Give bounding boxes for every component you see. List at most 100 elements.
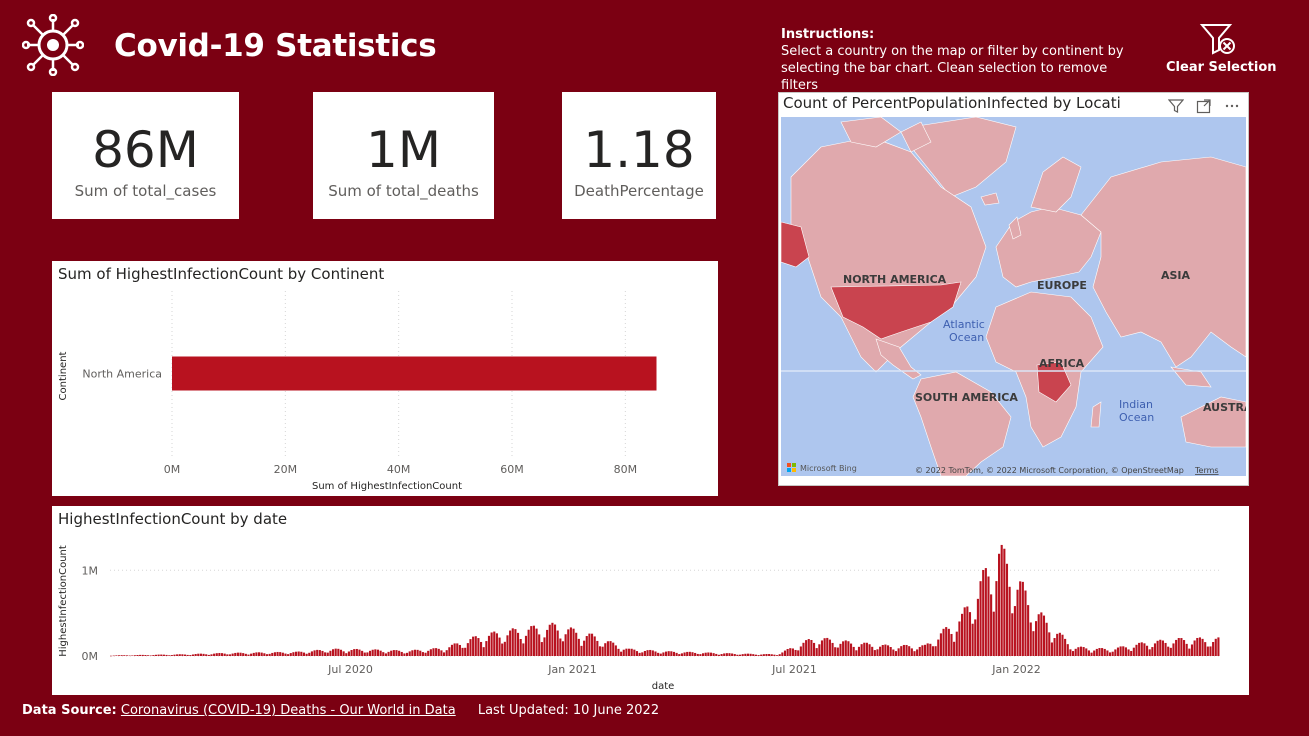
date-bar[interactable] — [160, 654, 163, 656]
date-bar[interactable] — [345, 653, 348, 656]
date-bar[interactable] — [799, 646, 802, 656]
date-bar[interactable] — [1204, 642, 1207, 656]
date-bar[interactable] — [487, 635, 491, 656]
date-bar[interactable] — [739, 654, 742, 656]
date-bar[interactable] — [501, 643, 504, 656]
date-bar[interactable] — [398, 650, 401, 656]
date-bar[interactable] — [546, 629, 549, 656]
date-bar[interactable] — [519, 639, 522, 656]
date-bar[interactable] — [117, 655, 121, 656]
date-bar[interactable] — [593, 636, 596, 656]
clear-selection-button[interactable]: Clear Selection — [1166, 22, 1277, 80]
date-bar[interactable] — [725, 653, 728, 656]
date-bar[interactable] — [1212, 642, 1215, 656]
date-bar[interactable] — [170, 655, 173, 656]
date-bar[interactable] — [924, 644, 927, 656]
date-bar[interactable] — [638, 652, 641, 656]
date-bar[interactable] — [966, 606, 969, 656]
date-bar[interactable] — [815, 648, 818, 656]
date-bar[interactable] — [1185, 643, 1188, 656]
date-bar[interactable] — [1045, 622, 1048, 656]
date-bar[interactable] — [1069, 649, 1072, 656]
date-bar[interactable] — [831, 642, 834, 656]
date-bar[interactable] — [350, 650, 353, 656]
date-bar[interactable] — [728, 653, 731, 656]
date-bar[interactable] — [884, 644, 887, 656]
date-bar[interactable] — [403, 653, 406, 656]
date-bar[interactable] — [429, 649, 432, 656]
date-bar[interactable] — [186, 654, 189, 656]
date-bar[interactable] — [754, 654, 757, 656]
date-bar[interactable] — [741, 654, 744, 656]
date-bar[interactable] — [276, 651, 279, 656]
date-bar[interactable] — [628, 648, 631, 656]
date-bar[interactable] — [165, 654, 168, 656]
date-bar[interactable] — [805, 640, 808, 656]
date-bar[interactable] — [736, 654, 739, 656]
date-bar[interactable] — [707, 652, 710, 656]
date-bar[interactable] — [527, 629, 530, 656]
date-bar[interactable] — [1042, 615, 1046, 656]
date-bar[interactable] — [694, 652, 697, 656]
date-bar[interactable] — [234, 652, 237, 656]
date-bar[interactable] — [984, 568, 987, 656]
date-bar[interactable] — [617, 648, 620, 656]
date-bar[interactable] — [1056, 633, 1059, 656]
date-bar[interactable] — [313, 650, 316, 656]
date-bar[interactable] — [931, 646, 935, 656]
date-bar[interactable] — [982, 570, 985, 656]
date-bar[interactable] — [210, 654, 213, 656]
date-bar[interactable] — [945, 627, 948, 656]
date-bar[interactable] — [1153, 643, 1157, 656]
date-bar[interactable] — [522, 643, 525, 656]
date-bar[interactable] — [580, 645, 583, 656]
date-bar[interactable] — [168, 655, 171, 656]
map-terms-link[interactable]: Terms — [1194, 466, 1219, 475]
date-bar[interactable] — [749, 653, 752, 656]
date-bar[interactable] — [596, 640, 599, 656]
date-bar[interactable] — [551, 622, 554, 656]
date-bar[interactable] — [887, 645, 890, 656]
date-bar[interactable] — [207, 654, 210, 656]
date-bar[interactable] — [279, 652, 282, 656]
date-bar[interactable] — [786, 648, 789, 656]
date-bar[interactable] — [601, 646, 604, 656]
date-bar[interactable] — [688, 651, 691, 656]
kpi-card-death-percentage[interactable]: 1.18 DeathPercentage — [562, 92, 716, 219]
date-bar[interactable] — [260, 652, 263, 656]
date-bar[interactable] — [181, 654, 184, 656]
date-bar[interactable] — [1161, 640, 1164, 656]
date-bar[interactable] — [141, 654, 144, 656]
date-bar[interactable] — [979, 581, 982, 656]
date-bar[interactable] — [178, 654, 181, 656]
date-bar[interactable] — [731, 653, 734, 657]
date-bar[interactable] — [1132, 647, 1135, 656]
date-bar[interactable] — [1209, 646, 1212, 656]
date-bar[interactable] — [366, 652, 369, 656]
date-bar[interactable] — [1164, 642, 1167, 656]
date-bar[interactable] — [929, 643, 932, 656]
date-bar[interactable] — [1053, 638, 1056, 656]
date-bar[interactable] — [445, 650, 448, 656]
date-bar[interactable] — [239, 652, 242, 656]
date-bar[interactable] — [892, 649, 895, 656]
date-bar[interactable] — [128, 655, 131, 657]
date-bar[interactable] — [1140, 642, 1143, 656]
date-bar[interactable] — [395, 650, 398, 656]
date-bar[interactable] — [1206, 646, 1209, 656]
date-bar[interactable] — [453, 643, 456, 656]
date-bar[interactable] — [643, 650, 646, 656]
infection-map-panel[interactable]: Count of PercentPopulationInfected by Lo… — [778, 92, 1249, 486]
date-bar[interactable] — [554, 624, 557, 656]
date-bar[interactable] — [424, 652, 427, 656]
date-bar[interactable] — [120, 655, 123, 656]
date-bar[interactable] — [265, 654, 269, 656]
date-bar[interactable] — [419, 650, 422, 656]
date-bar[interactable] — [194, 654, 197, 656]
date-bar[interactable] — [791, 648, 794, 656]
date-bar[interactable] — [646, 650, 649, 656]
date-bar[interactable] — [953, 641, 956, 656]
date-bar[interactable] — [765, 653, 768, 656]
date-bar[interactable] — [1159, 639, 1162, 656]
date-bar[interactable] — [236, 652, 239, 656]
